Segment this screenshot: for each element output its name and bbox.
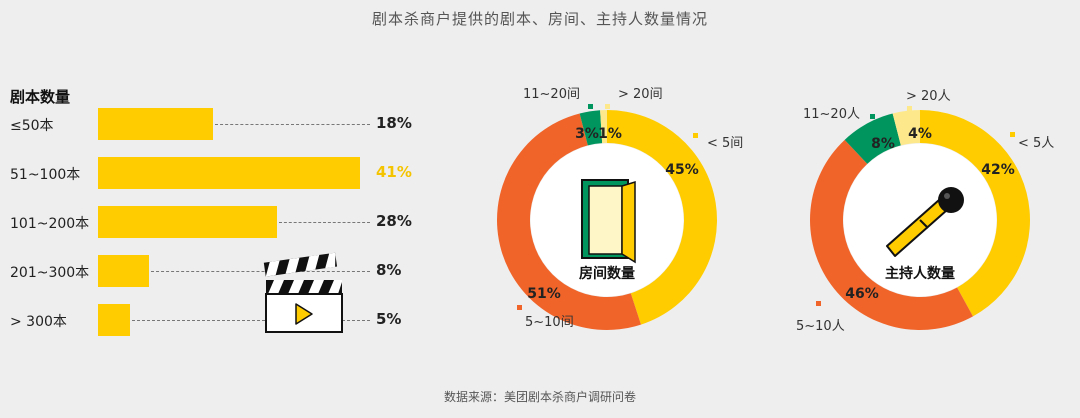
bar-leader-line: [151, 271, 370, 272]
bar-leader-line: [215, 124, 370, 125]
bar-value-label: 8%: [376, 261, 402, 279]
donut-value-label: 51%: [527, 286, 561, 302]
bar-value-label: 28%: [376, 212, 412, 230]
donut-category-label: 11~20间: [523, 87, 580, 102]
page-title: 剧本杀商户提供的剧本、房间、主持人数量情况: [371, 10, 708, 28]
donut-category-label: 5~10间: [525, 315, 574, 330]
legend-marker: [605, 104, 610, 109]
bar: [98, 304, 130, 336]
bar: [98, 108, 214, 140]
donut-center-title: 房间数量: [579, 265, 635, 282]
donut-value-label: 4%: [908, 126, 932, 142]
door-icon: [581, 179, 636, 264]
donut-category-label: > 20人: [906, 89, 951, 104]
bar-value-label: 18%: [376, 114, 412, 132]
data-source-note: 数据来源：美团剧本杀商户调研问卷: [443, 390, 636, 404]
donut-slice: [810, 139, 973, 330]
donut-category-label: 5~10人: [796, 319, 845, 334]
bar-chart-title: 剧本数量: [10, 88, 71, 106]
bar-category-label: 51~100本: [10, 167, 81, 183]
bar-category-label: 101~200本: [10, 216, 90, 232]
bar-leader-line: [278, 222, 370, 223]
legend-marker: [1010, 132, 1015, 137]
donut-value-label: 46%: [845, 286, 879, 302]
donut-slice: [844, 113, 901, 164]
donut-slice: [579, 110, 603, 146]
microphone-icon: [886, 187, 964, 257]
donut-value-label: 42%: [981, 162, 1015, 178]
donut-value-label: 8%: [871, 136, 895, 152]
donut-slice: [892, 110, 920, 146]
donut-value-label: 1%: [598, 126, 622, 142]
bar-category-label: ≤50本: [10, 118, 54, 134]
legend-marker: [907, 106, 912, 111]
bar: [98, 157, 360, 189]
bar-value-label: 5%: [376, 310, 402, 328]
donut-slice: [600, 110, 607, 144]
legend-marker: [693, 133, 698, 138]
donut-value-label: 3%: [575, 126, 599, 142]
donut-value-label: 45%: [665, 162, 699, 178]
legend-marker: [517, 305, 522, 310]
donut-category-label: < 5间: [707, 136, 743, 151]
donut-category-label: > 20间: [618, 87, 663, 102]
bar-category-label: 201~300本: [10, 265, 90, 281]
donut-center-title: 主持人数量: [885, 265, 955, 282]
bar-leader-line: [131, 320, 370, 321]
bar-value-label: 41%: [376, 163, 412, 181]
donut-slice: [496, 113, 641, 331]
donut-category-label: < 5人: [1018, 136, 1054, 151]
bar: [98, 255, 150, 287]
clapperboard-icon: [263, 252, 343, 333]
legend-marker: [870, 114, 875, 119]
donut-category-label: 11~20人: [803, 107, 860, 122]
donut-slice: [920, 110, 1030, 317]
bar: [98, 206, 277, 238]
bar-category-label: > 300本: [10, 314, 67, 330]
legend-marker: [816, 301, 821, 306]
donut-slice: [607, 110, 717, 325]
legend-marker: [588, 104, 593, 109]
